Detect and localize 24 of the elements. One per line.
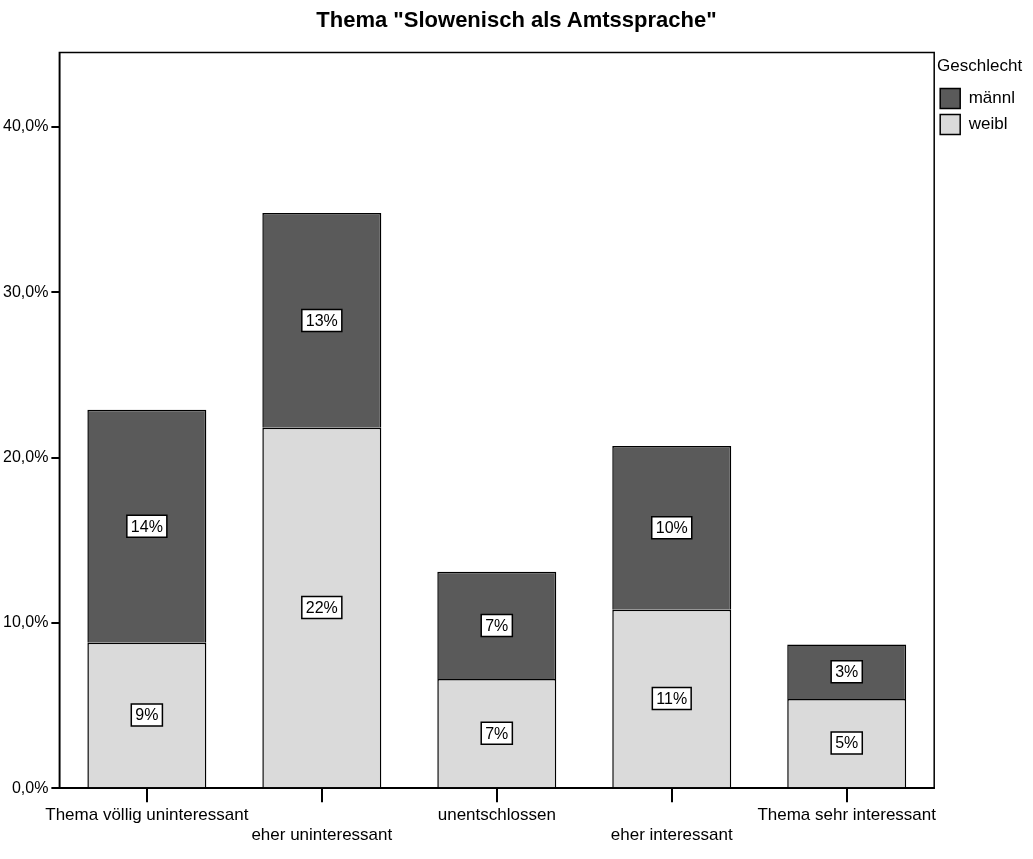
legend-label: weibl xyxy=(967,114,1008,134)
data-label: 11% xyxy=(656,689,688,707)
x-tick-label: eher uninteressant xyxy=(251,825,393,845)
data-label: 10% xyxy=(655,519,688,537)
data-label: 22% xyxy=(305,598,338,616)
data-label: 14% xyxy=(130,517,163,535)
data-label: 9% xyxy=(135,706,159,724)
y-tick-label: 0,0% xyxy=(11,778,49,796)
y-tick-label: 40,0% xyxy=(2,117,49,135)
x-tick-label: Thema sehr interessant xyxy=(757,805,937,825)
data-label: 5% xyxy=(835,734,859,752)
data-label: 3% xyxy=(835,663,859,681)
x-tick-label: Thema völlig uninteressant xyxy=(45,805,249,825)
data-label: 7% xyxy=(485,616,509,634)
chart-title: Thema "Slowenisch als Amtssprache" xyxy=(315,6,718,34)
y-tick-label: 20,0% xyxy=(2,448,49,465)
y-tick-label: 30,0% xyxy=(2,282,49,300)
data-label: 7% xyxy=(485,724,509,742)
x-tick-label: eher interessant xyxy=(610,825,733,845)
data-label: 13% xyxy=(305,311,338,329)
legend-label: männl xyxy=(968,88,1016,108)
y-tick-label: 10,0% xyxy=(2,613,49,631)
legend-title: Geschlecht xyxy=(937,56,1023,76)
x-tick-label: unentschlossen xyxy=(437,805,556,825)
